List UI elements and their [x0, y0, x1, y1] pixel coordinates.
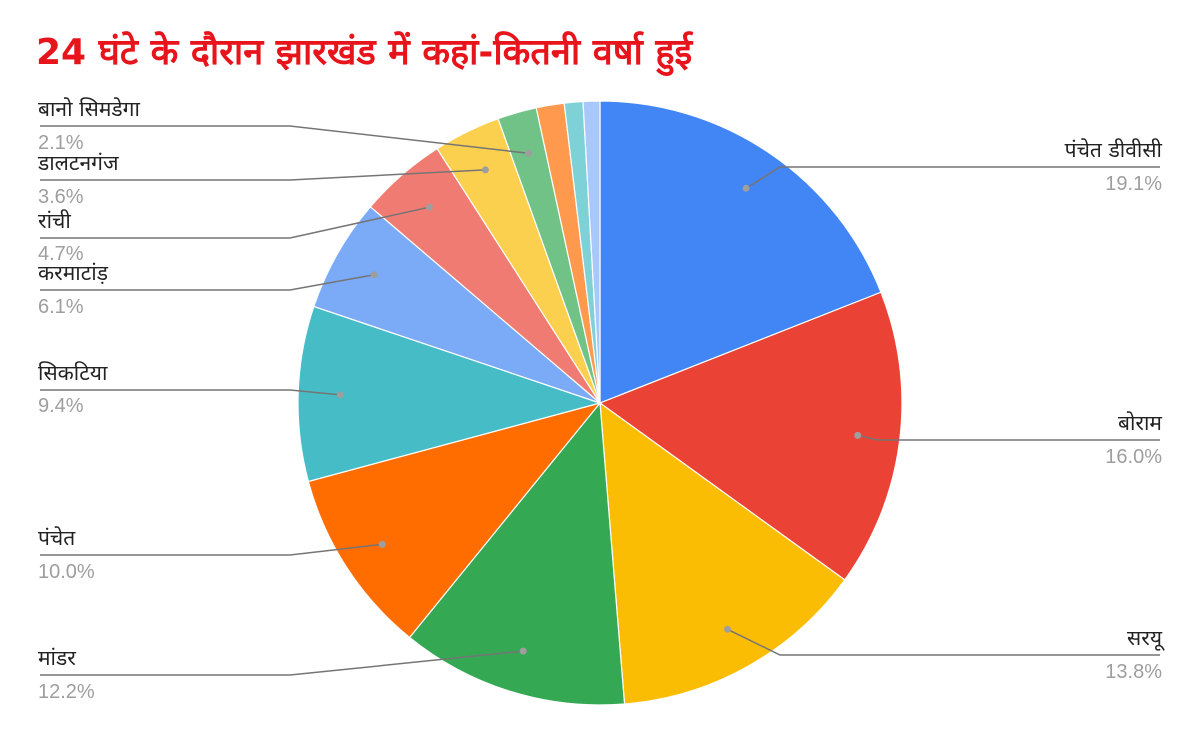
leader-line — [40, 650, 524, 676]
pie-slice — [307, 401, 602, 639]
leader-dot — [724, 625, 731, 633]
slice-percent-label: 6.1% — [38, 296, 84, 318]
slice-name-label: बानो सिमडेगा — [38, 97, 140, 121]
leader-dot — [370, 271, 378, 279]
slice-name-label: रांची — [38, 209, 71, 233]
slice-labels: पंचेत डीवीसी 19.1% बोराम 16.0% सरयू 13.8% मांड… — [37, 97, 1165, 703]
slice-name-label: पंचेत — [38, 526, 76, 550]
slice-name-label: डालटनगंज — [37, 151, 119, 175]
chart-title: 24 घंटे के दौरान झारखंड में कहां-कितनी व… — [36, 32, 693, 73]
slice-percent-label: 13.8% — [1105, 661, 1162, 683]
leader-line — [40, 125, 529, 155]
leader-dot — [742, 184, 750, 192]
leader-line — [40, 169, 486, 181]
slice-percent-label: 10.0% — [38, 561, 95, 583]
pie-slice — [408, 401, 626, 706]
leader-dot — [525, 149, 533, 157]
leader-dot — [481, 166, 489, 174]
leader-line — [40, 206, 430, 239]
leader-line — [40, 543, 383, 556]
pie-slice — [297, 305, 603, 483]
leader-line — [40, 389, 341, 396]
slice-percent-label: 9.4% — [38, 395, 84, 417]
pie-slice — [599, 401, 846, 705]
leader-line — [40, 274, 375, 291]
pie-slice — [599, 100, 882, 404]
pie-slices — [297, 100, 903, 706]
slice-name-label: बोराम — [1118, 411, 1162, 435]
leader-line — [745, 166, 1160, 189]
slice-name-label: करमाटांड़ — [38, 261, 109, 285]
slice-percent-label: 19.1% — [1105, 173, 1162, 195]
leader-dot — [378, 540, 386, 548]
pie-slice — [582, 100, 601, 404]
slice-name-label: मांडर — [38, 646, 76, 670]
slice-percent-label: 12.2% — [38, 681, 95, 703]
slice-percent-label: 4.7% — [38, 243, 84, 265]
leader-dot — [519, 647, 527, 655]
slice-percent-label: 2.1% — [38, 132, 84, 154]
leader-dot — [336, 391, 344, 399]
leader-dot — [425, 203, 433, 211]
slice-name-label: पंचेत डीवीसी — [1065, 138, 1163, 162]
leader-lines — [40, 125, 1160, 676]
slice-name-label: सरयू — [1127, 626, 1165, 651]
leader-line — [857, 434, 1160, 441]
leader-dot — [854, 431, 862, 439]
slice-percent-label: 16.0% — [1105, 446, 1162, 468]
slice-name-label: सिकटिया — [38, 361, 108, 385]
leader-line — [727, 628, 1160, 656]
slice-percent-label: 3.6% — [38, 186, 84, 208]
